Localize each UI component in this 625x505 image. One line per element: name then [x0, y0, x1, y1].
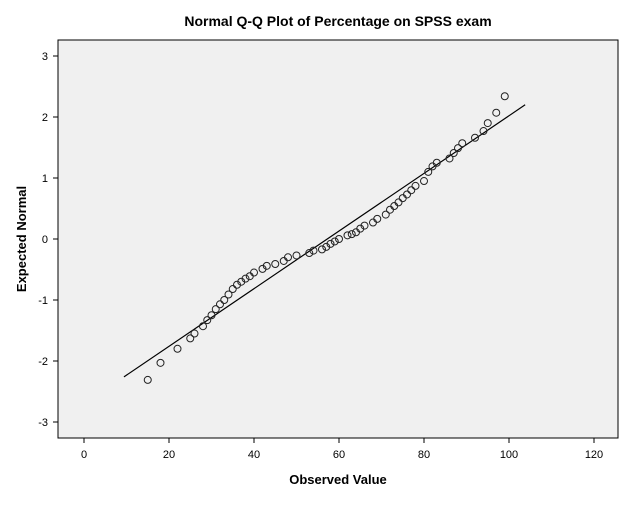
data-point [250, 268, 258, 277]
data-point [305, 249, 314, 258]
y-tick-label: 2 [42, 112, 48, 124]
data-point [500, 92, 509, 101]
data-point [216, 300, 224, 309]
data-point [186, 334, 195, 343]
data-point [343, 231, 352, 240]
x-tick-label: 0 [81, 449, 87, 461]
data-point [190, 329, 199, 338]
data-point [326, 239, 335, 248]
data-point [330, 237, 339, 246]
data-point [203, 316, 212, 325]
x-tick-label: 120 [585, 449, 603, 461]
data-point [454, 144, 462, 153]
data-point [211, 305, 220, 314]
data-point [479, 127, 488, 136]
data-point [471, 133, 479, 142]
data-point [262, 261, 271, 270]
data-point [309, 246, 318, 255]
data-point [403, 190, 411, 199]
data-point [458, 139, 467, 148]
data-point [445, 154, 454, 163]
x-axis-label: Observed Value [289, 472, 387, 487]
data-point [207, 311, 216, 320]
data-point [284, 253, 292, 262]
y-tick-label: 0 [42, 234, 48, 246]
x-tick-label: 80 [418, 449, 430, 461]
data-point [347, 230, 356, 239]
y-tick-label: 1 [42, 173, 48, 185]
data-point [407, 186, 416, 195]
data-point [173, 344, 182, 353]
data-point [156, 358, 165, 367]
data-point [220, 296, 229, 304]
x-tick-label: 100 [500, 449, 518, 461]
data-point [411, 181, 420, 190]
x-tick-label: 60 [333, 449, 345, 461]
y-axis-label: Expected Normal [14, 186, 29, 292]
data-point [335, 235, 343, 243]
plot-area [57, 39, 619, 439]
data-point [432, 158, 441, 167]
data-point [424, 167, 433, 176]
x-tick-label: 40 [248, 449, 260, 461]
data-point [381, 210, 390, 219]
data-point [241, 274, 250, 283]
data-point [271, 260, 280, 269]
y-tick-label: -3 [38, 417, 48, 429]
data-point [143, 375, 152, 384]
data-point [492, 108, 501, 117]
data-point [483, 119, 492, 128]
y-tick-label: -1 [38, 295, 48, 307]
x-tick-label: 20 [163, 449, 175, 461]
y-tick-label: -2 [38, 356, 48, 368]
data-point [318, 245, 326, 254]
data-point [449, 148, 458, 157]
chart-title: Normal Q-Q Plot of Percentage on SPSS ex… [184, 13, 491, 29]
data-point [224, 290, 233, 299]
data-point [228, 285, 237, 294]
data-point [360, 221, 369, 230]
data-point [394, 198, 403, 207]
data-point [292, 251, 301, 260]
reference-line [123, 104, 526, 378]
data-point [373, 214, 382, 223]
data-point [420, 177, 428, 186]
data-point [199, 322, 207, 331]
y-tick-label: 3 [42, 51, 48, 63]
